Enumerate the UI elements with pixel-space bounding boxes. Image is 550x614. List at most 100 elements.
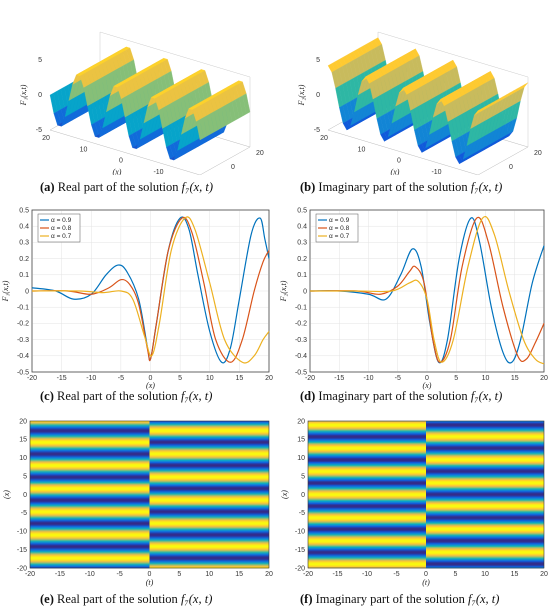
z-tick-label-0: 5 xyxy=(316,57,320,64)
heat-cell-left-102 xyxy=(308,528,426,530)
heat-cell-right-92 xyxy=(426,517,544,520)
heat-cell-right-73 xyxy=(426,497,544,500)
heat-cell-left-107 xyxy=(308,533,426,535)
heat-cell-left-5 xyxy=(30,426,150,428)
heat-cell-right-51 xyxy=(426,474,544,476)
heat-cell-right-51 xyxy=(149,474,269,476)
heat-cell-right-129 xyxy=(149,556,269,558)
heat-cell-right-107 xyxy=(426,533,544,535)
heat-cell-right-79 xyxy=(426,503,544,506)
heat-cell-left-6 xyxy=(308,427,426,429)
heat-cell-left-105 xyxy=(308,531,426,533)
heat-cell-right-111 xyxy=(426,537,544,539)
heat-cell-left-36 xyxy=(308,458,426,461)
heat-cell-left-112 xyxy=(30,538,150,541)
z-tick-label-2: -5 xyxy=(314,127,320,134)
heat-cell-right-28 xyxy=(149,450,269,452)
x-tick-label-5: 5 xyxy=(177,571,181,578)
heat-cell-left-49 xyxy=(308,472,426,474)
heat-cell-left-87 xyxy=(308,512,426,514)
heat-cell-left-117 xyxy=(308,543,426,546)
heat-cell-right-88 xyxy=(149,513,269,515)
heat-cell-left-125 xyxy=(308,552,426,554)
heat-cell-right-29 xyxy=(149,451,269,453)
heat-cell-left-34 xyxy=(308,456,426,459)
heat-cell-right-38 xyxy=(149,460,269,463)
heat-cell-right-69 xyxy=(149,493,269,495)
x-tick-label-2: -10 xyxy=(362,571,372,578)
x-tick-label-3: -5 xyxy=(117,571,123,578)
y-tick-label-8: -20 xyxy=(17,565,27,572)
heat-cell-right-18 xyxy=(149,439,269,442)
heat-cell-right-98 xyxy=(149,523,269,526)
heat-cell-right-132 xyxy=(149,559,269,562)
heat-cell-right-126 xyxy=(426,553,544,555)
heat-cell-right-50 xyxy=(426,473,544,475)
heat-cell-right-8 xyxy=(426,429,544,431)
heat-cell-left-48 xyxy=(308,471,426,473)
heat-cell-right-31 xyxy=(426,453,544,455)
heat-cell-right-87 xyxy=(149,512,269,514)
heat-cell-left-113 xyxy=(308,539,426,542)
heat-cell-left-138 xyxy=(308,565,426,568)
heat-cell-left-95 xyxy=(308,520,426,523)
heat-cell-left-74 xyxy=(308,498,426,501)
heat-cell-right-61 xyxy=(149,485,269,487)
heat-cell-right-46 xyxy=(426,469,544,471)
y-tick-label-8: -0.3 xyxy=(17,337,29,344)
heat-cell-right-80 xyxy=(149,505,269,507)
heat-cell-right-65 xyxy=(426,489,544,491)
heat-cell-left-19 xyxy=(308,440,426,443)
heat-cell-left-77 xyxy=(30,501,150,504)
heat-cell-right-5 xyxy=(149,426,269,428)
heat-cell-left-12 xyxy=(308,433,426,436)
heat-cell-right-54 xyxy=(149,477,269,480)
heat-cell-left-25 xyxy=(308,447,426,449)
z-axis-label: F₁(x,t) xyxy=(19,84,28,106)
heat-cell-right-3 xyxy=(426,424,544,426)
heat-cell-left-18 xyxy=(30,439,150,442)
heat-cell-right-33 xyxy=(426,455,544,458)
heat-cell-left-80 xyxy=(30,505,150,507)
heat-cell-right-123 xyxy=(149,550,269,552)
heat-cell-left-44 xyxy=(308,467,426,469)
heat-cell-right-30 xyxy=(149,452,269,454)
series-line-2 xyxy=(31,216,270,364)
heat-cell-right-10 xyxy=(426,431,544,433)
heat-cell-left-54 xyxy=(30,477,150,480)
plot-frame xyxy=(307,420,545,569)
heat-cell-left-27 xyxy=(308,449,426,451)
x-tick-label-1: -15 xyxy=(55,571,65,578)
heat-cell-right-12 xyxy=(149,433,269,436)
heat-cell-left-18 xyxy=(308,439,426,442)
heat-cell-left-56 xyxy=(30,479,150,482)
heat-cell-right-6 xyxy=(426,427,544,429)
x-tick-label-4: 0 xyxy=(148,571,152,578)
heat-cell-left-14 xyxy=(30,435,150,438)
y-tick-label-2: 10 xyxy=(297,455,305,462)
heat-cell-left-71 xyxy=(30,495,150,497)
heat-cell-left-97 xyxy=(30,522,150,525)
heat-cell-right-58 xyxy=(149,481,269,484)
heat-cell-left-69 xyxy=(30,493,150,495)
heat-cell-left-56 xyxy=(308,479,426,482)
caption-f: (f) Imaginary part of the solution f₇(x,… xyxy=(300,592,499,607)
heat-cell-right-63 xyxy=(149,487,269,489)
heat-cell-left-45 xyxy=(308,468,426,470)
heat-cell-right-54 xyxy=(426,477,544,480)
heat-cell-right-103 xyxy=(149,529,269,531)
heat-cell-left-120 xyxy=(308,547,426,549)
heat-cell-right-83 xyxy=(149,508,269,510)
heat-cell-right-12 xyxy=(426,433,544,436)
heat-cell-right-105 xyxy=(426,531,544,533)
heat-cell-left-17 xyxy=(30,438,150,441)
heat-cell-right-52 xyxy=(149,475,269,478)
heat-cell-left-79 xyxy=(308,503,426,506)
heat-cell-left-75 xyxy=(308,499,426,502)
y-tick-label-0: 20 xyxy=(297,418,305,425)
heat-cell-left-119 xyxy=(30,545,150,548)
heat-cell-left-136 xyxy=(30,563,150,566)
y-tick-label-5: 0 xyxy=(303,288,307,295)
heat-cell-left-100 xyxy=(30,526,150,528)
heat-cell-left-31 xyxy=(30,453,150,455)
